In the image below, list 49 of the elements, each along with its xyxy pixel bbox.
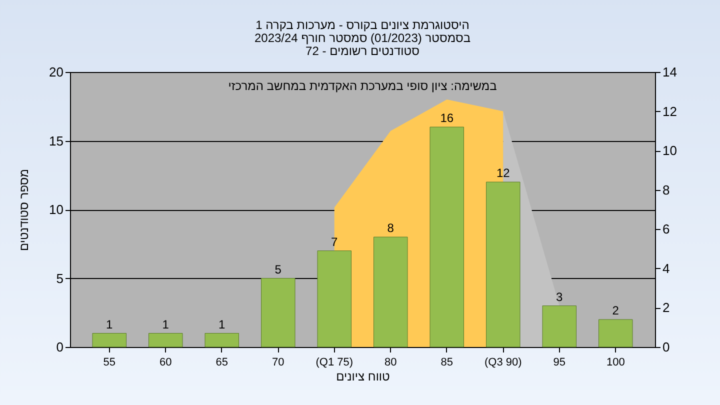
y-tick-label: 15 — [49, 133, 64, 148]
x-tick-label: 55 — [103, 356, 116, 368]
bar — [430, 126, 464, 348]
y2-tick-label: 4 — [662, 260, 670, 276]
y-axis-title: מספר סטודנטים — [17, 168, 32, 252]
bar — [92, 333, 126, 348]
data-label: 8 — [387, 221, 394, 235]
data-label: 1 — [162, 317, 170, 332]
x-tick-label: 65 — [216, 356, 228, 368]
bar — [374, 236, 408, 348]
y2-tick-label: 10 — [662, 143, 677, 158]
data-label: 3 — [556, 290, 564, 304]
y2-tick-label: 0 — [662, 340, 670, 354]
y2-tick-label: 8 — [662, 182, 670, 198]
y2-tick-label: 14 — [662, 64, 677, 80]
data-label: 7 — [331, 234, 338, 249]
x-tick-label: 100 — [606, 356, 625, 368]
y2-tick-label: 6 — [662, 222, 670, 237]
data-label: 1 — [218, 317, 226, 332]
x-tick-label: (Q1 75) — [316, 356, 354, 368]
x-tick-label: 70 — [272, 356, 284, 368]
text: היסטוגרמת ציונים בקורס - מערכות בקרה 1 — [256, 18, 470, 32]
data-label: 16 — [440, 111, 454, 125]
bar — [317, 250, 352, 348]
annotation: במשימה: ציון סופי במערכת האקדמית במחשב המרכזי — [228, 79, 497, 93]
bar — [598, 319, 633, 348]
x-axis-title: טווח ציונים — [336, 370, 390, 384]
bar — [204, 333, 239, 348]
x-tick-label: 60 — [160, 356, 172, 368]
x-tick-label: 80 — [384, 356, 397, 368]
y-tick-label: 10 — [49, 202, 64, 217]
text: סטודנטים רשומים - 72 — [306, 44, 420, 58]
y-tick-label: 5 — [56, 270, 64, 286]
bar — [542, 306, 576, 348]
y2-tick-label: 12 — [662, 104, 677, 119]
y2-tick-label: 2 — [662, 300, 670, 316]
y-tick-label: 0 — [56, 340, 64, 354]
x-tick-label: (Q3 90) — [484, 356, 522, 368]
x-tick-label: 85 — [440, 356, 453, 368]
bar — [261, 278, 296, 348]
y-tick-label: 20 — [49, 64, 64, 80]
x-tick-label: 95 — [553, 356, 566, 368]
data-label: 1 — [106, 317, 114, 332]
data-label: 12 — [496, 166, 510, 180]
text: בסמסטר (01/2023) סמסטר חורף 2023/24 — [254, 31, 471, 45]
data-label: 2 — [612, 304, 620, 318]
data-label: 5 — [274, 262, 282, 276]
bar — [486, 182, 520, 348]
bar — [148, 333, 183, 348]
